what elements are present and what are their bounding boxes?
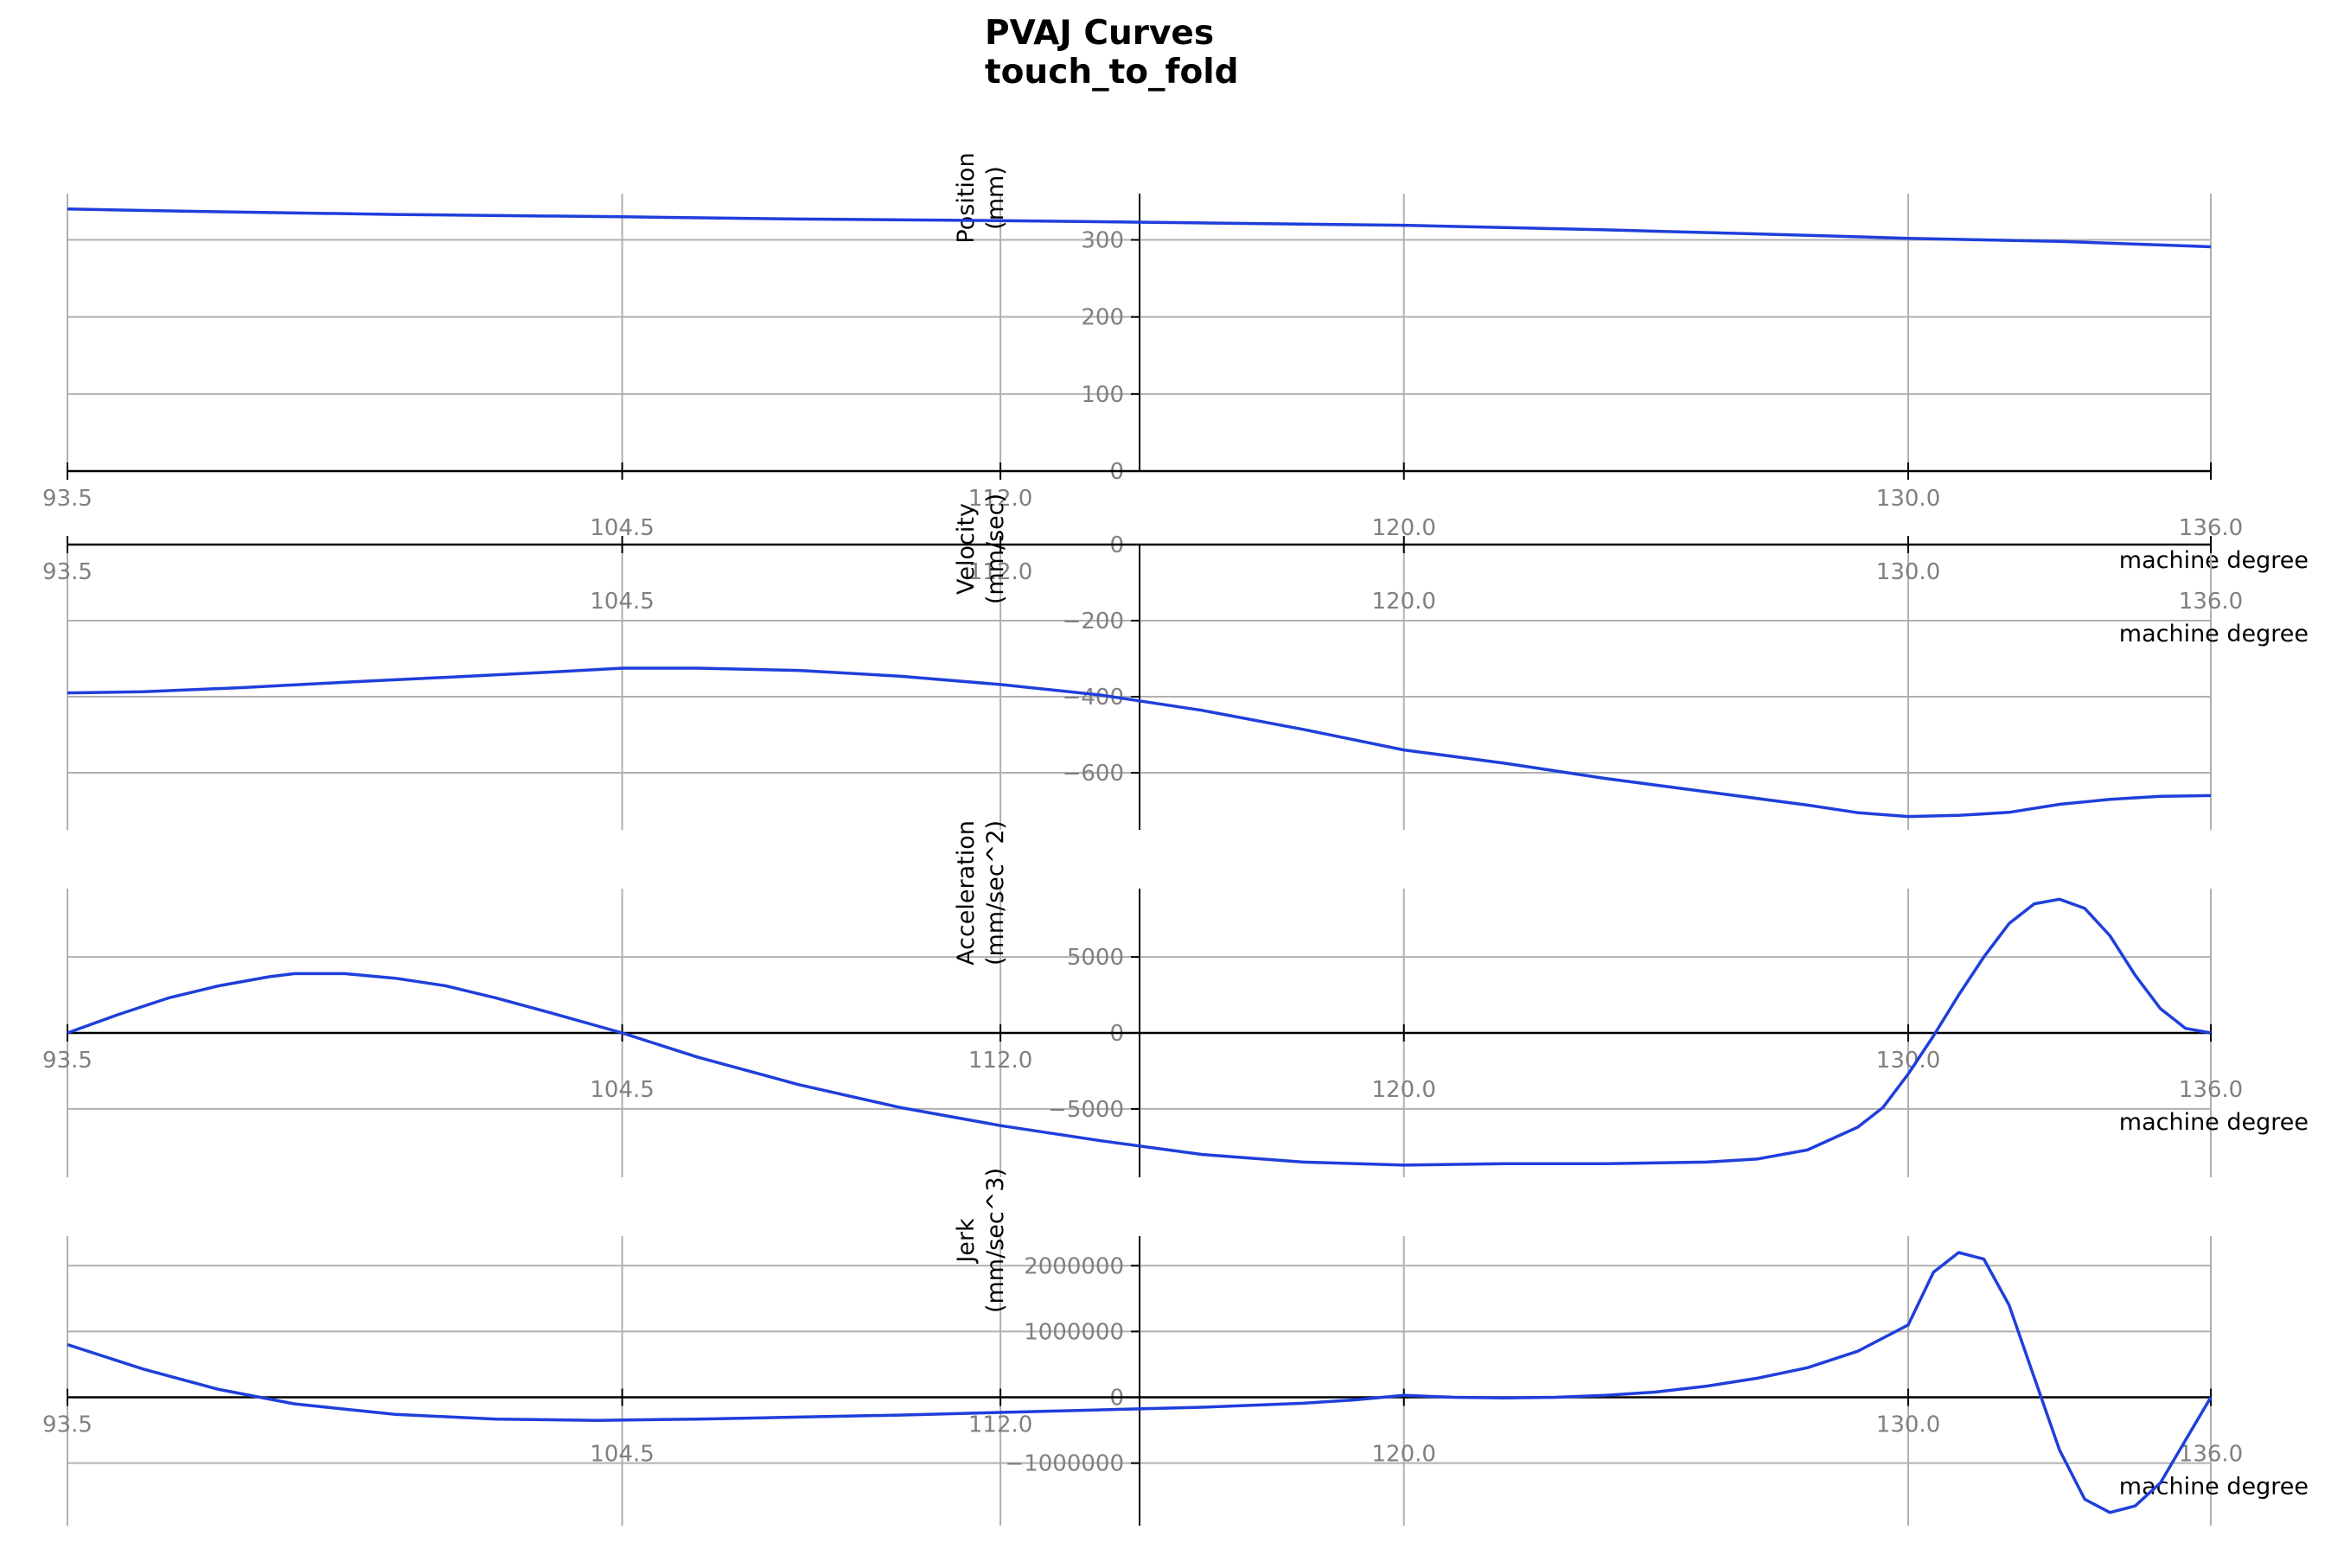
y-tick-label: 1000000 [1024, 1319, 1124, 1345]
series-line [67, 207, 2212, 249]
y-axis-label: Jerk (mm/sec^3) [953, 1168, 1009, 1313]
x-tick-label: 93.5 [42, 1048, 93, 1074]
y-tick-label: 100 [1081, 382, 1124, 408]
x-tick-label: 136.0 [2179, 1077, 2243, 1103]
x-tick-label: 136.0 [2179, 1442, 2243, 1468]
subplot-2: 0−200−400−60093.5104.5112.0120.0130.0136… [42, 494, 2309, 830]
x-tick-label: 93.5 [42, 1412, 93, 1438]
figure-title: PVAJ Curves touch_to_fold [985, 14, 1239, 92]
series-line [67, 897, 2212, 1167]
y-tick-label: −1000000 [1005, 1451, 1124, 1477]
x-axis-label: machine degree [2119, 1474, 2309, 1501]
x-tick-label: 130.0 [1876, 1048, 1940, 1074]
x-tick-label: 104.5 [590, 589, 654, 615]
subplot-1: 010020030093.5104.5112.0120.0130.0136.0m… [42, 152, 2309, 574]
x-tick-label: 130.0 [1876, 486, 1940, 512]
x-tick-label: 112.0 [968, 1048, 1032, 1074]
y-tick-label: −600 [1063, 761, 1124, 787]
y-axis-label-line: Acceleration [953, 820, 980, 966]
y-axis-label-line: (mm/sec) [982, 494, 1009, 604]
x-axis-label: machine degree [2119, 621, 2309, 647]
x-tick-label: 130.0 [1876, 559, 1940, 585]
subplot-3: 50000−500093.5104.5112.0120.0130.0136.0m… [42, 820, 2309, 1177]
y-tick-label: −200 [1063, 609, 1124, 634]
y-axis-label-line: Velocity [953, 503, 980, 595]
x-tick-label: 112.0 [968, 1412, 1032, 1438]
x-tick-label: 104.5 [590, 1442, 654, 1468]
x-tick-label: 120.0 [1372, 589, 1436, 615]
x-axis-label: machine degree [2119, 1109, 2309, 1136]
subplot-4: 200000010000000−100000093.5104.5112.0120… [42, 1168, 2309, 1526]
x-tick-label: 120.0 [1372, 1442, 1436, 1468]
x-tick-label: 136.0 [2179, 589, 2243, 615]
y-axis-label-line: (mm/sec^3) [982, 1168, 1009, 1313]
x-tick-label: 104.5 [590, 1077, 654, 1103]
series-line [67, 666, 2212, 819]
x-axis-label: machine degree [2119, 547, 2309, 574]
figure-title-line2: touch_to_fold [985, 53, 1239, 92]
y-tick-label: 5000 [1067, 945, 1124, 971]
x-tick-label: 112.0 [968, 559, 1032, 585]
y-axis-label-line: Position [953, 152, 980, 243]
y-tick-label: 200 [1081, 305, 1124, 331]
y-axis-label-line: (mm/sec^2) [982, 820, 1009, 966]
figure-title-line1: PVAJ Curves [985, 14, 1215, 53]
y-tick-label: 2000000 [1024, 1253, 1124, 1279]
y-tick-label: 300 [1081, 228, 1124, 254]
y-tick-label: −5000 [1048, 1097, 1124, 1123]
series-line [67, 1251, 2213, 1514]
x-tick-label: 93.5 [42, 486, 93, 512]
x-tick-label: 120.0 [1372, 1077, 1436, 1103]
y-axis-label: Position (mm) [953, 152, 1009, 243]
x-tick-label: 93.5 [42, 559, 93, 585]
x-tick-label: 130.0 [1876, 1412, 1940, 1438]
y-axis-label: Acceleration (mm/sec^2) [953, 820, 1009, 966]
x-tick-label: 112.0 [968, 486, 1032, 512]
y-axis-label-line: Jerk [953, 1218, 980, 1265]
y-axis-label: Velocity (mm/sec) [953, 494, 1009, 604]
